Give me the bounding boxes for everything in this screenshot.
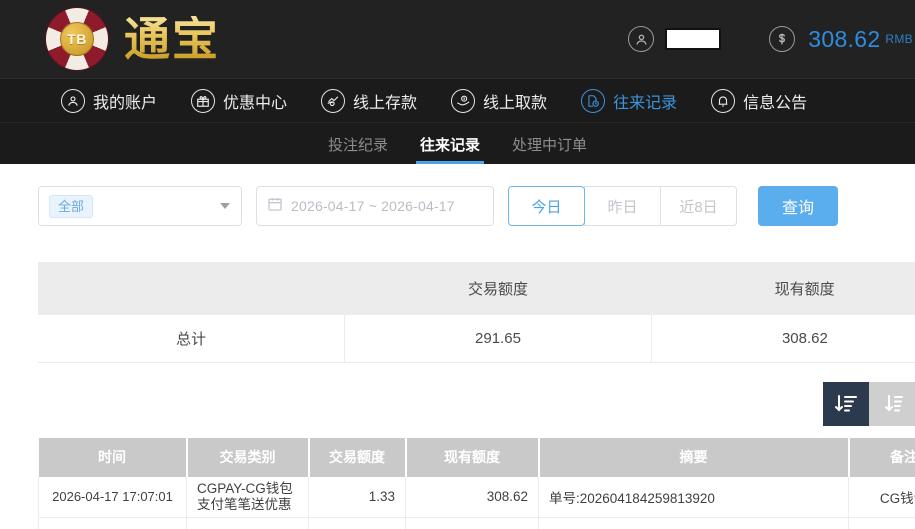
summary-table: 交易额度 现有额度 总计 291.65 308.62 xyxy=(38,262,915,363)
summary-total-current-balance: 308.62 xyxy=(651,315,915,363)
column-header-note[interactable]: 备注 xyxy=(848,437,915,477)
cell-type: CGPAY支付 xyxy=(186,517,309,529)
nav-label: 往来记录 xyxy=(613,94,678,112)
range-yesterday-button[interactable]: 昨日 xyxy=(584,186,661,226)
cell-amount: 133.00 xyxy=(308,517,406,529)
selected-category-tag: 全部 xyxy=(49,194,94,218)
cell-balance: 308.62 xyxy=(405,476,539,518)
chevron-down-icon xyxy=(220,203,230,209)
cell-time: 2026-04-17 17:07:01 xyxy=(38,476,187,518)
date-range-value: 2026-04-17 ~ 2026-04-17 xyxy=(291,198,455,214)
header-right-cluster: 308.62 RMB xyxy=(628,0,915,78)
nav-label: 信息公告 xyxy=(743,94,808,112)
table-header-row: 时间 交易类别 交易额度 现有额度 摘要 备注 xyxy=(38,437,915,477)
summary-header-row: 交易额度 现有额度 xyxy=(38,262,915,315)
sub-tab-bar: 投注纪录 往来记录 处理中订单 xyxy=(0,122,915,164)
poker-chip-icon: TB xyxy=(46,8,108,70)
summary-header-trade-amount: 交易额度 xyxy=(344,262,652,315)
balance-amount: 308.62 xyxy=(808,25,881,52)
table-row[interactable]: 2026-04-17 17:07:01 CGPAY-CG钱包支付笔笔送优惠 1.… xyxy=(38,476,915,518)
column-header-memo[interactable]: 摘要 xyxy=(538,437,850,477)
cell-amount: 1.33 xyxy=(308,476,406,518)
bell-icon xyxy=(711,88,736,113)
quick-range-button-group: 今日 昨日 近8日 xyxy=(508,186,737,226)
user-circle-icon xyxy=(628,26,655,52)
cell-time: 2026-04-17 17:07:01 xyxy=(38,517,187,529)
calendar-icon xyxy=(267,196,283,217)
summary-total-row: 总计 291.65 308.62 xyxy=(38,315,915,363)
column-header-type[interactable]: 交易类别 xyxy=(186,437,310,477)
nav-label: 线上存款 xyxy=(353,94,418,112)
nav-item-announcements[interactable]: 信息公告 xyxy=(694,79,824,123)
nav-label: 优惠中心 xyxy=(223,94,288,112)
main-navigation: 我的账户 优惠中心 线上存款 线上取款 xyxy=(0,78,915,122)
cell-memo: 单号:202604184259813920 xyxy=(538,476,849,518)
summary-total-trade-amount: 291.65 xyxy=(344,315,652,363)
username-redacted xyxy=(665,28,722,50)
nav-item-my-account[interactable]: 我的账户 xyxy=(44,79,174,123)
summary-header-blank xyxy=(38,262,345,315)
site-logo[interactable]: TB 通宝 xyxy=(46,8,220,70)
tab-transaction-records[interactable]: 往来记录 xyxy=(404,134,496,164)
column-header-balance[interactable]: 现有额度 xyxy=(405,437,540,477)
nav-label: 线上取款 xyxy=(483,94,548,112)
records-clock-icon xyxy=(581,88,606,113)
nav-item-transaction-records[interactable]: 往来记录 xyxy=(564,79,694,123)
summary-total-label: 总计 xyxy=(38,315,346,363)
transaction-records-table: 时间 交易类别 交易额度 现有额度 摘要 备注 2026-04-17 17:07… xyxy=(38,437,915,529)
nav-item-deposit[interactable]: 线上存款 xyxy=(304,79,434,123)
summary-header-current-balance: 现有额度 xyxy=(651,262,915,315)
sort-descending-button[interactable] xyxy=(823,381,869,426)
sort-ascending-button[interactable] xyxy=(869,381,915,426)
date-range-input[interactable]: 2026-04-17 ~ 2026-04-17 xyxy=(256,186,494,226)
column-header-time[interactable]: 时间 xyxy=(38,437,188,477)
user-account-block[interactable] xyxy=(628,26,722,52)
query-button[interactable]: 查询 xyxy=(758,186,838,226)
nav-item-withdraw[interactable]: 线上取款 xyxy=(434,79,564,123)
withdraw-hand-icon xyxy=(451,88,476,113)
tab-pending-orders[interactable]: 处理中订单 xyxy=(512,137,588,154)
page-content: 全部 2026-04-17 ~ 2026-04-17 今日 昨日 近8日 查询 … xyxy=(0,164,915,529)
filter-toolbar: 全部 2026-04-17 ~ 2026-04-17 今日 昨日 近8日 查询 xyxy=(0,164,915,244)
category-select[interactable]: 全部 xyxy=(38,186,242,226)
range-today-button[interactable]: 今日 xyxy=(508,186,585,226)
cell-note: CG钱包 xyxy=(848,517,915,529)
user-circle-icon xyxy=(61,88,85,113)
logo-initials: TB xyxy=(67,31,87,47)
deposit-hand-icon xyxy=(321,88,346,113)
cell-type: CGPAY-CG钱包支付笔笔送优惠 xyxy=(186,476,309,518)
column-header-amount[interactable]: 交易额度 xyxy=(308,437,407,477)
balance-block[interactable]: 308.62 RMB xyxy=(769,26,913,53)
gift-icon xyxy=(191,88,216,113)
table-row[interactable]: 2026-04-17 17:07:01 CGPAY支付 133.00 307.2… xyxy=(38,517,915,529)
cell-memo: 单号:202604184259813920 xyxy=(538,517,849,529)
cell-note: CG钱包 xyxy=(848,476,915,518)
dollar-circle-icon xyxy=(769,26,796,52)
top-header-bar: TB 通宝 308.62 RMB xyxy=(0,0,915,78)
balance-currency: RMB xyxy=(885,32,913,46)
cell-balance: 307.29 xyxy=(405,517,539,529)
nav-item-promotions[interactable]: 优惠中心 xyxy=(174,79,304,123)
brand-name: 通宝 xyxy=(124,12,220,66)
sort-control-group xyxy=(0,381,915,426)
range-last-8-days-button[interactable]: 近8日 xyxy=(660,186,737,226)
nav-label: 我的账户 xyxy=(93,94,158,112)
tab-betting-records[interactable]: 投注纪录 xyxy=(327,137,388,154)
